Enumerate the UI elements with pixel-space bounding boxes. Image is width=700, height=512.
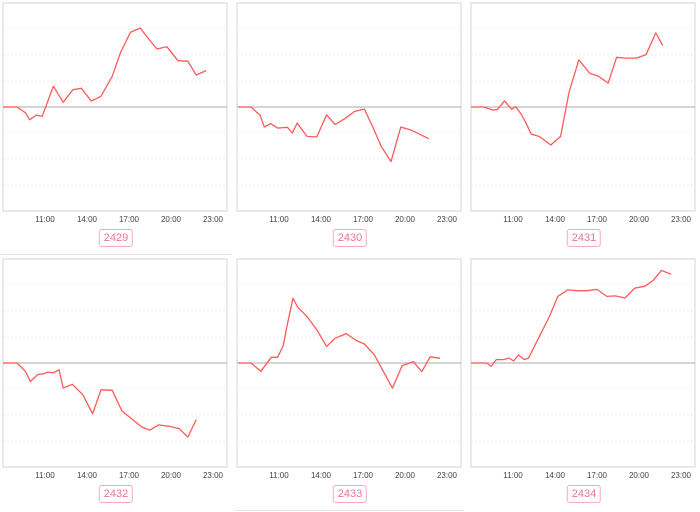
x-tick-label: 14:00 <box>311 215 332 224</box>
chart-label-badge[interactable]: 2429 <box>98 229 134 247</box>
x-tick-label: 11:00 <box>503 471 523 480</box>
x-tick-label: 20:00 <box>395 471 416 480</box>
x-tick-label: 17:00 <box>587 215 608 224</box>
line-chart: 11:00 14:00 17:00 20:00 23:00 <box>470 258 696 480</box>
x-tick-label: 23:00 <box>671 471 692 480</box>
chart-panel-2431: 11:00 14:00 17:00 20:00 23:00 2431 <box>468 0 700 254</box>
series-line <box>471 32 664 146</box>
x-tick-label: 14:00 <box>77 471 98 480</box>
x-tick-label: 11:00 <box>35 215 55 224</box>
series-line <box>3 27 207 121</box>
x-tick-label: 14:00 <box>545 215 566 224</box>
x-tick-label: 17:00 <box>119 471 140 480</box>
x-tick-label: 20:00 <box>629 471 650 480</box>
x-tick-label: 23:00 <box>437 215 458 224</box>
x-tick-label: 23:00 <box>671 215 692 224</box>
chart-label-badge[interactable]: 2432 <box>98 485 134 503</box>
x-tick-label: 14:00 <box>545 471 566 480</box>
x-tick-label: 23:00 <box>203 471 224 480</box>
x-tick-label: 20:00 <box>629 215 650 224</box>
line-chart: 11:00 14:00 17:00 20:00 23:00 <box>2 2 228 224</box>
line-chart: 11:00 14:00 17:00 20:00 23:00 <box>236 258 462 480</box>
x-tick-label: 14:00 <box>77 215 98 224</box>
chart-panel-2433: 11:00 14:00 17:00 20:00 23:00 2433 <box>234 256 466 510</box>
x-tick-label: 20:00 <box>161 471 182 480</box>
x-tick-label: 20:00 <box>395 215 416 224</box>
chart-panel-2432: 11:00 14:00 17:00 20:00 23:00 2432 <box>0 256 232 510</box>
chart-panel-2434: 11:00 14:00 17:00 20:00 23:00 2434 <box>468 256 700 510</box>
line-chart: 11:00 14:00 17:00 20:00 23:00 <box>2 258 228 480</box>
series-line <box>471 269 672 368</box>
x-tick-label: 14:00 <box>311 471 332 480</box>
x-tick-label: 17:00 <box>119 215 140 224</box>
chart-label-badge[interactable]: 2431 <box>566 229 602 247</box>
x-tick-label: 23:00 <box>203 215 224 224</box>
chart-label-badge[interactable]: 2434 <box>566 485 602 503</box>
x-tick-label: 20:00 <box>161 215 182 224</box>
series-line <box>3 362 197 438</box>
chart-label-badge[interactable]: 2433 <box>332 485 368 503</box>
divider <box>234 510 464 511</box>
x-tick-label: 11:00 <box>503 215 523 224</box>
chart-panel-2430: 11:00 14:00 17:00 20:00 23:00 2430 <box>234 0 466 254</box>
x-tick-label: 11:00 <box>35 471 55 480</box>
chart-label-badge[interactable]: 2430 <box>332 229 368 247</box>
x-tick-label: 11:00 <box>269 471 289 480</box>
x-tick-label: 11:00 <box>269 215 289 224</box>
line-chart: 11:00 14:00 17:00 20:00 23:00 <box>236 2 462 224</box>
chart-panel-2429: 11:00 14:00 17:00 20:00 23:00 2429 <box>0 0 232 254</box>
x-tick-label: 17:00 <box>353 215 374 224</box>
divider <box>0 254 232 255</box>
series-line <box>238 297 441 389</box>
x-tick-label: 17:00 <box>353 471 374 480</box>
x-tick-label: 23:00 <box>437 471 458 480</box>
x-tick-label: 17:00 <box>587 471 608 480</box>
line-chart: 11:00 14:00 17:00 20:00 23:00 <box>470 2 696 224</box>
series-line <box>238 106 430 163</box>
